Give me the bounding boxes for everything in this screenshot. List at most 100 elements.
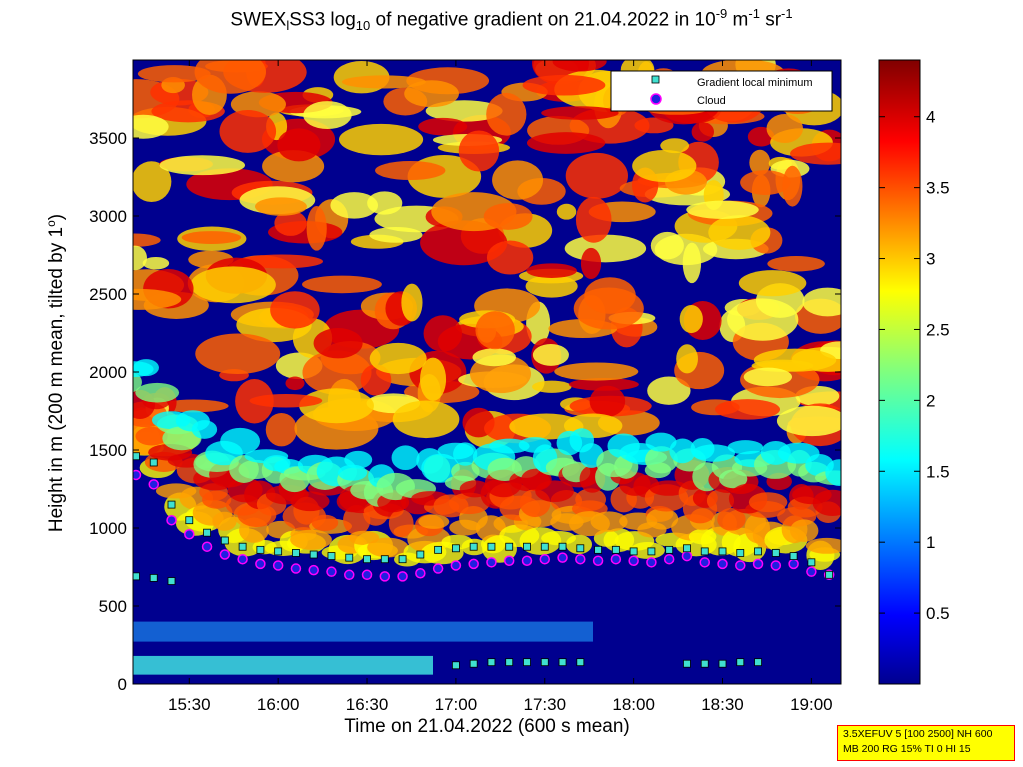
x-tick-label: 16:00 (257, 695, 300, 714)
heatmap-cell (337, 464, 368, 481)
heatmap-cell (535, 480, 574, 503)
heatmap-cell (344, 450, 373, 469)
heatmap-cell (590, 511, 628, 532)
heatmap-cell (632, 149, 697, 183)
gradient-marker (487, 542, 496, 551)
colorbar-tick-label: 2.5 (926, 320, 950, 339)
gradient-marker (736, 549, 745, 557)
heatmap-cell (338, 123, 424, 156)
gradient-marker (558, 542, 567, 551)
y-tick-label: 2000 (89, 363, 127, 382)
heatmap-cell (584, 277, 636, 314)
gradient-marker (416, 550, 425, 559)
gradient-marker (133, 572, 140, 581)
gradient-marker (487, 658, 496, 667)
gradient-marker (576, 544, 585, 553)
heatmap-cell (691, 122, 715, 142)
legend-gradient-marker (651, 75, 660, 84)
x-tick-label: 18:00 (612, 695, 655, 714)
heatmap-cell (575, 196, 612, 243)
heatmap-cell (375, 161, 446, 181)
cloud-marker (503, 555, 515, 567)
x-axis: 15:30 16:00 16:30 17:00 17:30 18:00 18:30 19:00 (168, 60, 833, 714)
heatmap-cell (303, 101, 352, 130)
heatmap-cell (486, 92, 527, 136)
gradient-marker (434, 545, 443, 554)
cloud-marker (133, 469, 142, 481)
gradient-marker (133, 452, 140, 461)
gradient-marker (505, 542, 514, 551)
heatmap-cell (708, 215, 771, 250)
y-tick-label: 0 (118, 675, 127, 694)
heatmap-cell (458, 130, 500, 172)
heatmap-cell (717, 508, 746, 531)
heatmap-cell (425, 100, 503, 122)
heatmap-cell (401, 283, 423, 322)
gradient-marker (167, 500, 176, 509)
heatmap-cell (277, 128, 321, 162)
gradient-marker (451, 661, 460, 670)
cloud-marker (539, 553, 551, 565)
gradient-marker (469, 542, 478, 551)
gradient-marker (665, 545, 674, 554)
cloud-marker (255, 558, 266, 570)
heatmap-cell (420, 357, 447, 401)
heatmap-cell (749, 149, 771, 176)
heatmap-cell (805, 537, 841, 554)
gradient-marker (629, 547, 638, 556)
heatmap-cell (526, 132, 606, 154)
heatmap-cell (541, 106, 619, 120)
gradient-marker (700, 659, 709, 668)
gradient-marker (807, 558, 816, 567)
heatmap-cells (133, 60, 841, 675)
cloud-marker (326, 566, 337, 577)
heatmap-cell (133, 359, 159, 377)
parameter-line-1: 3.5XEFUV 5 [100 2500] NH 600 (843, 728, 993, 740)
cloud-marker (717, 558, 728, 570)
heatmap-cell (575, 488, 607, 511)
cloud-marker (646, 557, 657, 568)
heatmap-cell (313, 328, 363, 359)
cloud-marker (806, 566, 817, 577)
heatmap-cell (142, 256, 170, 270)
cloud-marker (237, 553, 248, 565)
gradient-marker (451, 544, 460, 553)
y-tick-label: 1000 (89, 519, 127, 538)
heatmap-cell (311, 514, 339, 531)
heatmap-cell (682, 242, 702, 284)
heatmap-cell (290, 529, 332, 550)
gradient-marker (718, 547, 727, 556)
heatmap-cell (388, 509, 414, 538)
gradient-marker (576, 658, 585, 667)
legend-box (610, 70, 833, 112)
heatmap-cell (483, 203, 533, 230)
heatmap-cell (522, 74, 606, 96)
heatmap-cell (568, 378, 639, 391)
gradient-marker (203, 528, 211, 537)
gradient-marker (683, 659, 691, 668)
heatmap-cell (133, 288, 182, 310)
heatmap-cell (472, 348, 517, 367)
heatmap-cell (715, 399, 781, 420)
cloud-marker (521, 555, 533, 567)
heatmap-cell (162, 426, 202, 451)
heatmap-cell (776, 405, 841, 437)
gradient-marker (523, 658, 531, 667)
heatmap-cell (159, 155, 246, 176)
heatmap-cell (249, 394, 323, 408)
heatmap-cell (532, 380, 572, 393)
heatmap-cell (448, 492, 490, 515)
gradient-marker (540, 542, 549, 551)
gradient-marker (220, 536, 229, 545)
heatmap-cell (423, 315, 463, 352)
heatmap-cell (133, 233, 161, 247)
heatmap-cell (647, 376, 691, 405)
heatmap-cell (706, 489, 735, 513)
colorbar-tick-label: 1.5 (926, 462, 950, 481)
heatmap-cell (489, 438, 530, 454)
gradient-marker (594, 545, 602, 554)
heatmap-cell (565, 152, 628, 199)
colorbar-tick-label: 3.5 (926, 179, 950, 198)
gradient-marker (718, 659, 727, 668)
cloud-marker (361, 569, 373, 581)
